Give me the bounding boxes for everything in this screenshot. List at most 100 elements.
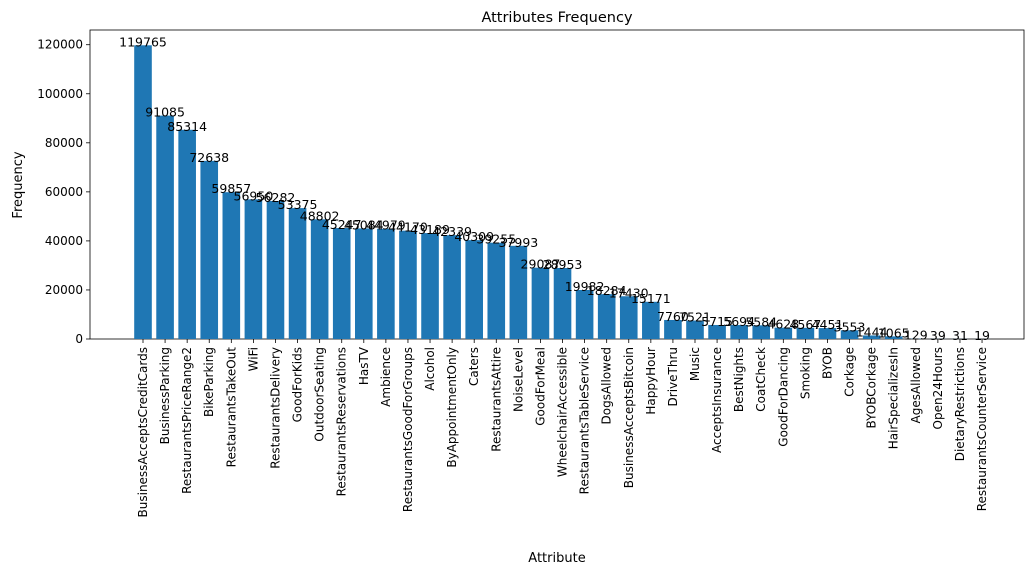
bar [399,230,417,339]
x-tick-label: AcceptsInsurance [710,347,724,453]
data-label: 45084 [344,217,384,232]
data-label: 91085 [145,105,185,120]
data-label: 4567 [789,317,821,332]
data-label: 56950 [234,188,274,203]
x-tick-label: RestaurantsDelivery [268,347,282,469]
x-tick-label: RestaurantsTableService [578,347,592,494]
bar [178,129,196,339]
y-axis-title: Frequency [11,151,26,218]
data-label: 3553 [834,319,866,334]
data-label: 19 [974,328,990,343]
bar [134,45,152,339]
x-tick-label: RestaurantsAttire [489,347,503,452]
bar [575,290,594,339]
data-label: 7521 [679,310,711,325]
data-label: 44979 [366,218,406,233]
chart-title: Attributes Frequency [481,10,633,26]
bar [664,319,682,339]
x-tick-label: BYOBCorkage [865,347,879,428]
x-tick-label: WheelchairAccessible [556,347,570,477]
bar [156,115,174,340]
data-label: 39255 [476,232,516,247]
bar [619,296,638,339]
bar [421,233,439,339]
bar [642,301,660,339]
data-label: 4451 [812,317,844,332]
data-label: 5584 [745,314,777,329]
bar [862,335,881,339]
bar [377,228,395,339]
bar [884,336,903,339]
y-tick-label: 20000 [45,283,83,297]
data-label: 7760 [657,309,689,324]
data-label: 40309 [454,229,494,244]
bar [774,327,793,339]
data-label: 18284 [587,283,627,298]
x-tick-label: RestaurantsCounterService [975,347,989,511]
x-tick-label: Music [688,347,702,381]
bar [730,325,748,339]
data-label: 43189 [410,222,450,237]
x-tick-label: ByAppointmentOnly [445,347,459,468]
data-label: 119765 [119,34,167,49]
data-label: 48802 [300,208,340,223]
data-label: 45247 [322,217,362,232]
data-label: 5694 [723,314,755,329]
data-label: 56282 [256,190,296,205]
x-tick-label: HasTV [357,346,371,385]
data-label: 1444 [856,324,888,339]
bar [244,199,263,339]
x-tick-label: RestaurantsTakeOut [224,347,238,468]
bar [752,325,771,339]
y-tick-label: 80000 [45,136,83,150]
x-tick-label: AgesAllowed [909,347,923,424]
y-tick-label: 60000 [45,185,83,199]
x-tick-label: HairSpecializesIn [887,347,901,449]
data-label: 37993 [498,235,538,250]
x-tick-label: GoodForKids [291,347,305,422]
x-tick-label: Corkage [843,347,857,397]
x-axis-title: Attribute [528,551,585,566]
bar [509,245,528,339]
x-tick-label: Open24Hours [931,347,945,429]
data-label: 44170 [388,220,428,235]
x-tick-label: HappyHour [644,347,658,415]
x-tick-label: RestaurantsGoodForGroups [401,347,415,512]
bar [355,228,373,339]
data-label: 129 [904,328,928,343]
data-label: 72638 [189,150,229,165]
x-tick-label: GoodForMeal [533,347,547,426]
y-tick-label: 0 [75,332,83,346]
data-label: 1065 [878,325,910,340]
bar [708,324,726,339]
bar [222,192,241,339]
x-tick-label: BusinessAcceptsCreditCards [136,347,150,517]
data-label: 42339 [432,224,472,239]
data-label: 31 [952,328,968,343]
bars-group [134,45,991,340]
y-axis: 0 20000 40000 60000 80000 100000 120000 [37,38,90,346]
bar [818,328,837,339]
data-label: 39 [930,328,946,343]
bar [597,294,616,339]
bar [266,200,285,339]
bar [332,228,351,339]
bar [288,208,307,339]
data-label: 19982 [565,279,605,294]
bar [310,219,329,339]
x-axis: BusinessAcceptsCreditCards BusinessParkin… [136,339,989,517]
bar [553,268,572,339]
data-label: 5715 [701,314,733,329]
bar [465,240,483,339]
data-label: 85314 [167,119,207,134]
x-tick-label: CoatCheck [754,347,768,412]
data-label: 29087 [521,257,561,272]
x-tick-label: OutdoorSeating [313,347,327,442]
x-tick-label: BusinessParking [158,347,172,444]
x-tick-label: RestaurantsReservations [335,347,349,496]
bar [531,267,550,339]
x-tick-label: DietaryRestrictions [953,347,967,461]
